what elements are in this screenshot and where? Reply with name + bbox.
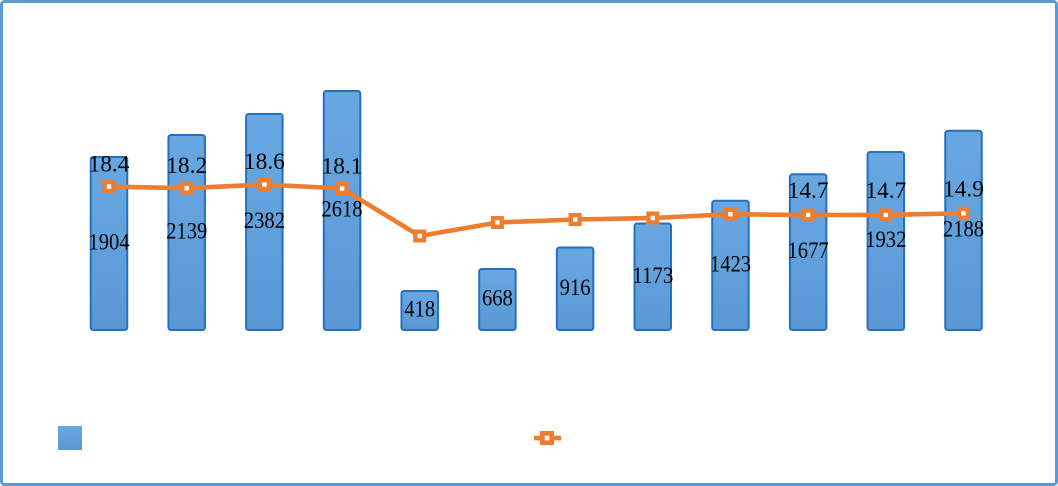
svg-text:18.6: 18.6 (244, 149, 285, 175)
svg-text:668: 668 (482, 286, 513, 312)
svg-text:2188: 2188 (943, 216, 984, 242)
svg-text:18.4: 18.4 (89, 152, 130, 178)
svg-text:1423: 1423 (710, 251, 751, 277)
svg-text:2139: 2139 (166, 219, 207, 245)
svg-text:14.7: 14.7 (865, 178, 906, 204)
svg-text:916: 916 (560, 275, 591, 301)
svg-text:2382: 2382 (244, 208, 285, 234)
svg-text:18.1: 18.1 (322, 154, 363, 180)
svg-text:1677: 1677 (788, 238, 829, 264)
svg-text:1173: 1173 (632, 263, 673, 289)
svg-text:1904: 1904 (88, 230, 129, 256)
svg-text:1932: 1932 (865, 227, 906, 253)
svg-text:18.2: 18.2 (166, 153, 207, 179)
svg-text:14.7: 14.7 (788, 178, 829, 204)
svg-text:418: 418 (404, 297, 435, 323)
svg-text:14.9: 14.9 (943, 176, 984, 202)
svg-text:2618: 2618 (321, 197, 362, 223)
